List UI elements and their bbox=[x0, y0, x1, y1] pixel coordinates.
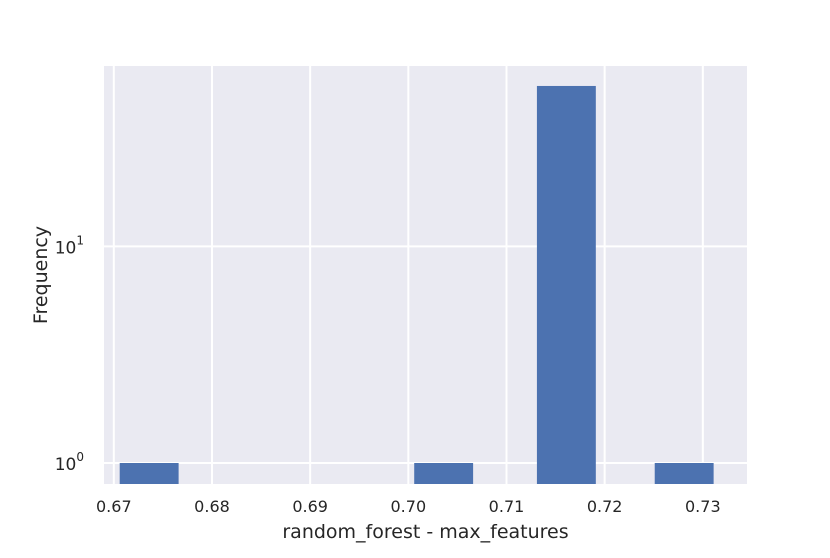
x-tick-label: 0.69 bbox=[292, 497, 328, 516]
x-tick-label: 0.72 bbox=[587, 497, 623, 516]
y-tick-label: 101 bbox=[55, 233, 84, 258]
histogram-bar bbox=[414, 463, 474, 484]
x-tick-label: 0.70 bbox=[391, 497, 427, 516]
x-tick-label: 0.68 bbox=[194, 497, 230, 516]
y-tick-label: 100 bbox=[55, 450, 84, 475]
x-axis-label: random_forest - max_features bbox=[282, 521, 568, 543]
grid bbox=[104, 66, 747, 484]
x-axis-ticks: 0.67 0.68 0.69 0.70 0.71 0.72 0.73 bbox=[96, 497, 721, 516]
bars bbox=[119, 85, 714, 484]
x-tick-label: 0.73 bbox=[685, 497, 721, 516]
histogram-bar bbox=[654, 463, 714, 484]
x-tick-label: 0.71 bbox=[489, 497, 525, 516]
x-tick-label: 0.67 bbox=[96, 497, 132, 516]
plot-background bbox=[104, 66, 747, 484]
y-axis-ticks: 100 101 bbox=[55, 233, 84, 475]
histogram-bar bbox=[119, 463, 179, 484]
y-axis-label: Frequency bbox=[30, 226, 52, 324]
histogram-bar bbox=[536, 85, 596, 484]
